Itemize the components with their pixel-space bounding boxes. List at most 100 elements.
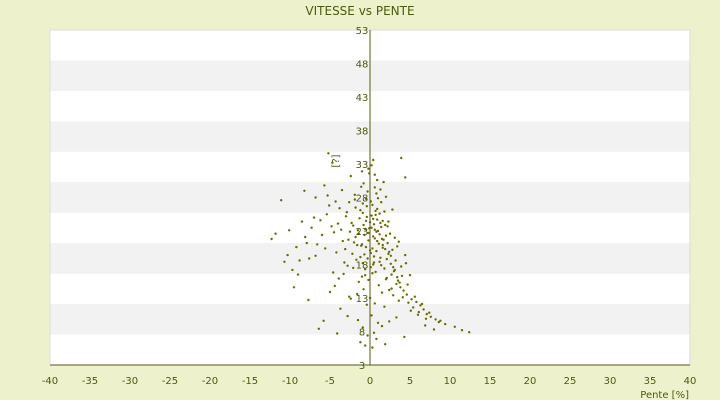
data-point [372, 263, 375, 266]
data-point [412, 306, 415, 309]
y-tick-label: 38 [356, 127, 369, 138]
data-point [365, 303, 368, 306]
data-point [415, 300, 418, 304]
data-point [356, 243, 359, 247]
data-point [305, 241, 308, 245]
data-point [295, 245, 298, 249]
data-point [342, 272, 345, 276]
data-point [356, 318, 360, 322]
data-point [384, 234, 388, 237]
x-tick-label: 20 [524, 376, 537, 387]
x-tick-label: -10 [282, 376, 298, 387]
data-point [380, 291, 384, 294]
data-point [428, 311, 431, 314]
data-point [376, 207, 379, 211]
data-point [410, 298, 413, 301]
data-point [468, 331, 471, 334]
data-point [424, 324, 427, 327]
data-point [413, 295, 416, 298]
data-point [372, 235, 375, 238]
data-point [371, 247, 374, 250]
data-point [365, 215, 368, 219]
data-point [376, 197, 380, 200]
data-point [384, 223, 387, 227]
data-point [357, 232, 360, 235]
data-point [360, 275, 364, 278]
data-point [340, 228, 343, 231]
x-tick-label: -5 [325, 376, 335, 387]
data-point [386, 225, 389, 228]
data-point [403, 335, 406, 339]
x-tick-label: 10 [444, 376, 457, 387]
data-point [298, 259, 301, 262]
data-point [404, 176, 407, 179]
data-point [349, 297, 352, 300]
data-point [378, 233, 381, 236]
data-point [338, 207, 341, 210]
data-point [395, 282, 398, 286]
data-point [392, 294, 395, 297]
data-point [372, 217, 375, 221]
x-tick-label: -20 [202, 376, 218, 387]
y-tick-label: 18 [356, 261, 369, 272]
data-point [379, 221, 382, 225]
data-point [373, 186, 376, 189]
data-point [286, 253, 289, 257]
data-point [392, 266, 395, 269]
data-point [314, 196, 317, 199]
data-point [370, 214, 373, 217]
data-point [350, 221, 353, 225]
data-point [383, 305, 386, 308]
data-point [384, 247, 387, 251]
data-point [316, 243, 319, 246]
data-point [381, 219, 384, 223]
x-tick-label: -40 [42, 376, 58, 387]
data-point [353, 193, 356, 196]
axes [50, 30, 690, 366]
data-point [371, 272, 374, 275]
data-point [361, 202, 364, 205]
data-point [360, 185, 363, 188]
data-point [395, 316, 398, 319]
data-point [364, 344, 367, 347]
data-point [398, 281, 401, 284]
y-tick-label: 13 [356, 294, 369, 305]
y-tick-label: 43 [356, 93, 369, 104]
data-point [367, 231, 370, 235]
data-point [283, 260, 286, 263]
data-point [307, 298, 310, 302]
data-point [348, 295, 351, 298]
data-point [317, 327, 320, 330]
data-point [356, 292, 359, 296]
data-point [372, 261, 376, 264]
data-point [292, 286, 296, 289]
y-tick-label: 48 [356, 60, 369, 71]
data-point [396, 279, 400, 282]
data-point [303, 189, 306, 192]
data-point [453, 325, 456, 328]
data-point [325, 213, 328, 216]
x-tick-label: 5 [407, 376, 413, 387]
data-point [364, 227, 367, 231]
data-point [328, 290, 332, 294]
data-point [344, 247, 347, 251]
data-point [397, 240, 400, 243]
data-point [387, 220, 390, 223]
data-point [360, 243, 364, 246]
data-point [366, 190, 369, 193]
data-point [424, 317, 428, 320]
data-point [393, 236, 396, 239]
data-point [354, 235, 357, 239]
data-point [359, 255, 362, 259]
data-point [417, 310, 420, 314]
data-point [400, 156, 403, 160]
data-point [407, 301, 410, 304]
data-point [383, 210, 386, 213]
y-tick-label: 23 [356, 227, 369, 238]
data-point [386, 241, 389, 245]
data-point [366, 334, 369, 337]
data-point [370, 164, 373, 167]
data-point [360, 170, 364, 173]
data-point [367, 239, 370, 242]
